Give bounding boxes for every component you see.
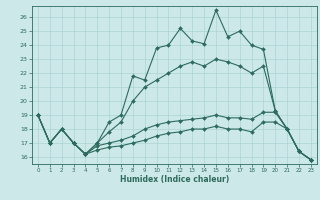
- X-axis label: Humidex (Indice chaleur): Humidex (Indice chaleur): [120, 175, 229, 184]
